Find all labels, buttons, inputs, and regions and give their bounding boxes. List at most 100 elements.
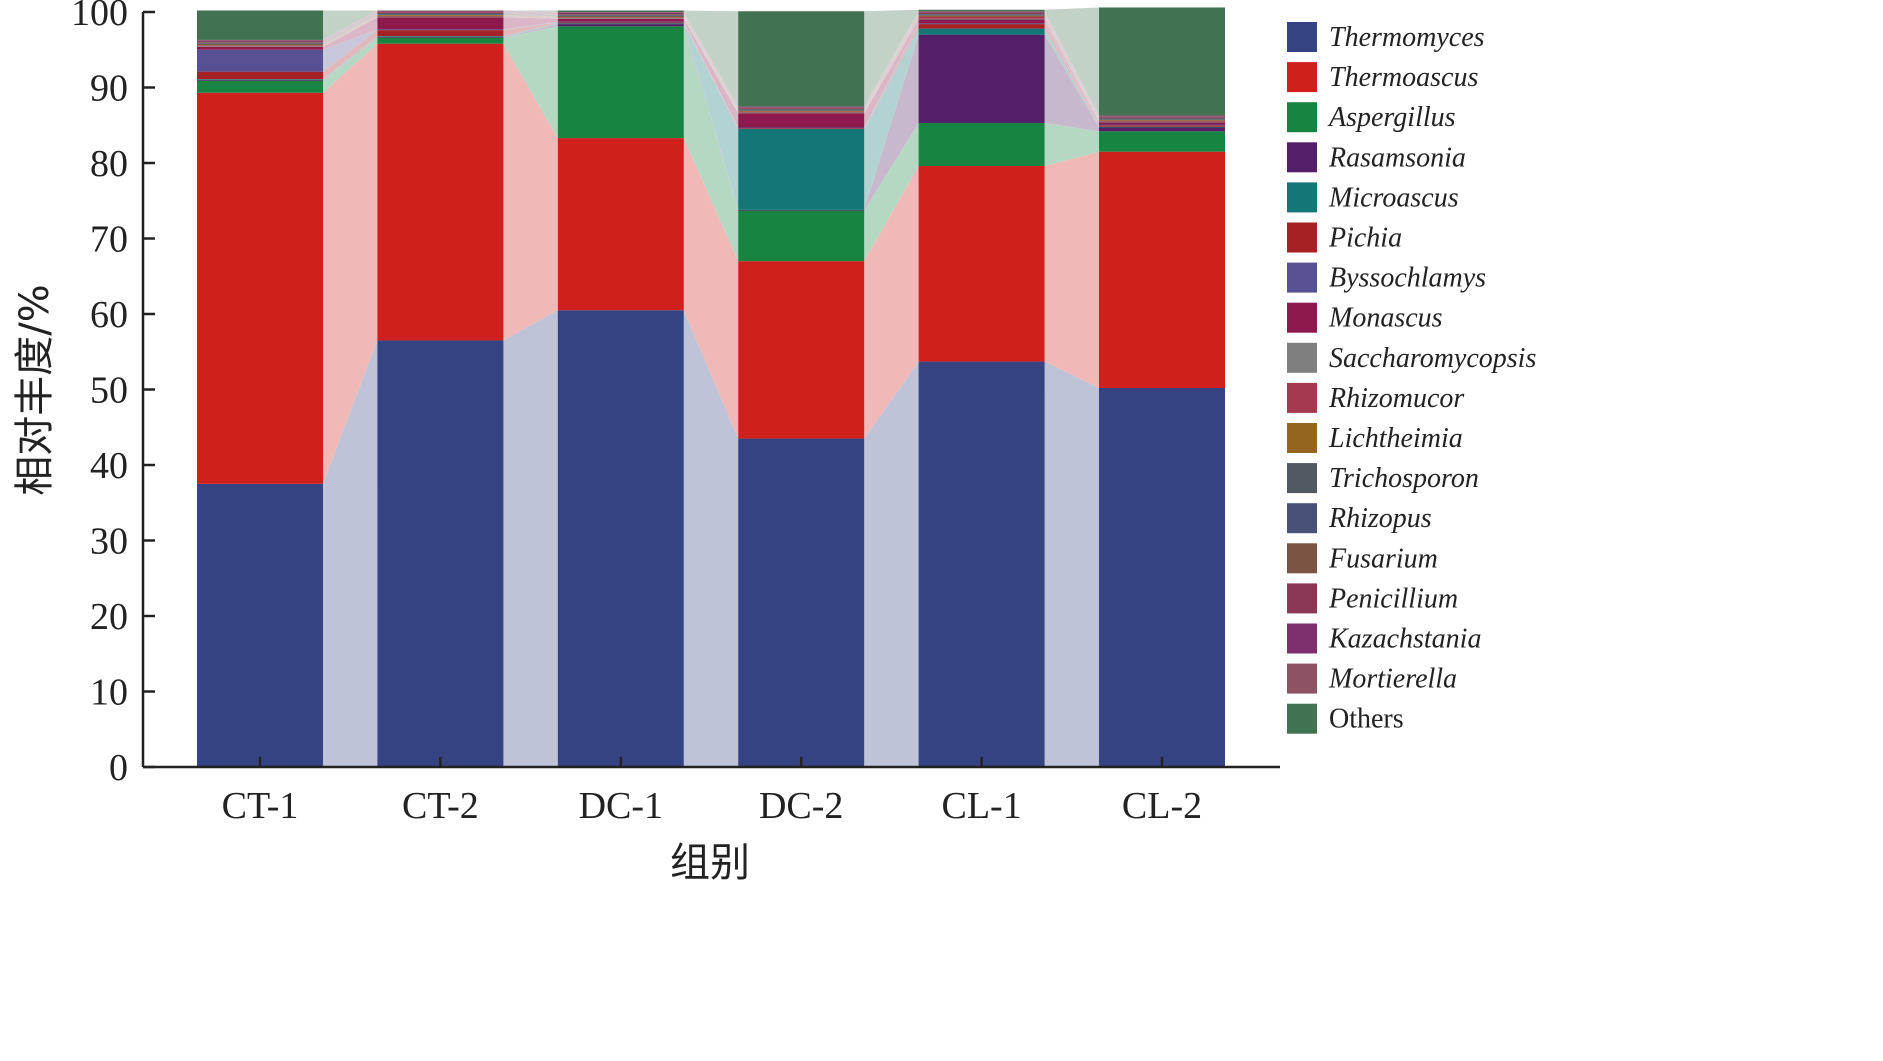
flow-band-fusarium xyxy=(1044,13,1099,119)
y-tick-label: 30 xyxy=(90,521,128,563)
flow-band-thermomyces xyxy=(323,340,378,767)
legend-label-others: Others xyxy=(1329,704,1404,735)
bar-segment-dc-2-fusarium xyxy=(738,108,865,110)
legend-swatch-monascus xyxy=(1287,302,1317,333)
flow-band-rhizomucor xyxy=(683,17,739,113)
bar-segment-cl-2-lichtheimia xyxy=(1099,119,1225,121)
flow-band-lichtheimia xyxy=(503,15,558,18)
bar-segment-dc-2-saccharomycopsis xyxy=(738,112,865,114)
legend-swatch-byssochlamys xyxy=(1287,262,1317,293)
bar-segment-ct-1-kazachstania xyxy=(197,40,323,42)
bar-segment-ct-2-thermoascus xyxy=(377,43,504,341)
bar-segment-cl-2-thermoascus xyxy=(1099,151,1225,388)
bar-segment-dc-2-mortierella xyxy=(738,106,865,108)
flow-band-kazachstania xyxy=(864,12,919,108)
flow-band-rasamsonia xyxy=(1044,34,1099,132)
x-tick-label-dc-2: DC-2 xyxy=(759,785,843,827)
flow-bands xyxy=(323,7,1099,767)
bar-segment-ct-1-monascus xyxy=(197,46,323,50)
bar-segment-cl-1-mortierella xyxy=(918,11,1045,12)
flow-band-thermoascus xyxy=(864,166,919,439)
flow-band-trichosporon xyxy=(1044,15,1099,120)
flow-band-monascus xyxy=(323,17,378,50)
bar-segment-dc-2-rhizomucor xyxy=(738,111,865,113)
bar-segment-ct-1-mortierella xyxy=(197,39,323,41)
flow-band-rhizopus xyxy=(323,13,378,44)
bar-segment-dc-1-monascus xyxy=(557,18,684,22)
bar-segment-ct-1-penicillium xyxy=(197,41,323,43)
flow-band-trichosporon xyxy=(683,15,739,111)
legend-label-monascus: Monascus xyxy=(1328,303,1443,334)
flow-band-pichia xyxy=(323,30,378,80)
flow-band-trichosporon xyxy=(323,14,378,45)
flow-band-thermoascus xyxy=(683,138,739,439)
bar-segment-ct-2-pichia xyxy=(377,30,504,37)
bar-segment-cl-1-rhizomucor xyxy=(918,16,1045,19)
bar-segment-dc-2-lichtheimia xyxy=(738,110,865,112)
bar-segment-dc-2-thermoascus xyxy=(738,261,865,439)
y-tick-label: 90 xyxy=(90,68,128,110)
bar-segment-ct-2-kazachstania xyxy=(377,11,504,12)
flow-band-others xyxy=(323,10,378,40)
flow-band-thermoascus xyxy=(323,43,378,484)
bar-segment-ct-2-byssochlamys xyxy=(377,29,504,31)
bar-segment-cl-1-aspergillus xyxy=(918,122,1045,167)
flow-band-byssochlamys xyxy=(864,23,919,129)
bar-segment-ct-2-penicillium xyxy=(377,12,504,13)
bar-segment-cl-1-lichtheimia xyxy=(918,15,1045,17)
axes: 0 10 20 30 40 50 60 70 80 90 100 CT-1 CT-2 DC-1 DC-2 CL… xyxy=(71,0,1280,827)
bar-segment-ct-2-thermomyces xyxy=(377,340,504,767)
flow-band-saccharomycopsis xyxy=(683,18,739,114)
y-tick-label: 100 xyxy=(71,0,128,34)
bar-segment-dc-1-kazachstania xyxy=(557,12,684,14)
flow-band-thermomyces xyxy=(683,310,739,767)
bar-segment-dc-1-rasamsonia xyxy=(557,24,684,27)
bar-segment-cl-1-trichosporon xyxy=(918,15,1045,16)
bar-segment-dc-2-rhizopus xyxy=(738,109,865,111)
x-tick-label-cl-2: CL-2 xyxy=(1122,785,1202,827)
bar-segment-dc-2-kazachstania xyxy=(738,107,865,108)
flow-band-penicillium xyxy=(1044,12,1099,118)
legend-label-saccharomycopsis: Saccharomycopsis xyxy=(1329,343,1536,374)
flow-band-mortierella xyxy=(503,10,558,13)
y-tick-label: 40 xyxy=(90,445,128,487)
bar-segment-cl-1-rhizopus xyxy=(918,14,1045,16)
bar-segment-dc-1-microascus xyxy=(557,23,684,25)
legend-swatch-fusarium xyxy=(1287,543,1317,574)
flow-band-penicillium xyxy=(864,12,919,109)
bar-segment-ct-1-rasamsonia xyxy=(197,79,323,81)
bar-segment-dc-2-others xyxy=(738,11,865,107)
bar-segment-cl-1-others xyxy=(918,9,1045,12)
bar-segment-cl-2-mortierella xyxy=(1099,115,1225,117)
flow-band-lichtheimia xyxy=(864,15,919,112)
flow-band-fusarium xyxy=(864,13,919,110)
legend-swatch-kazachstania xyxy=(1287,623,1317,654)
bar-segment-ct-1-rhizomucor xyxy=(197,45,323,46)
bar-segment-dc-1-saccharomycopsis xyxy=(557,18,684,19)
flow-band-rhizomucor xyxy=(323,15,378,47)
legend-swatch-lichtheimia xyxy=(1287,423,1317,453)
legend-swatch-thermomyces xyxy=(1287,22,1317,52)
bar-segment-dc-2-penicillium xyxy=(738,107,865,109)
bar-segment-dc-1-penicillium xyxy=(557,13,684,15)
flow-band-rhizopus xyxy=(1044,14,1099,120)
x-tick-label-dc-1: DC-1 xyxy=(579,785,663,827)
bar-segment-cl-1-monascus xyxy=(918,19,1045,24)
bar-segment-dc-2-byssochlamys xyxy=(738,127,865,129)
legend-swatch-mortierella xyxy=(1287,663,1317,694)
legend-label-byssochlamys: Byssochlamys xyxy=(1329,263,1486,294)
bar-segment-dc-2-pichia xyxy=(738,128,865,130)
legend-swatch-thermoascus xyxy=(1287,62,1317,93)
bar-segment-ct-2-lichtheimia xyxy=(377,15,504,16)
bar-segment-ct-1-microascus xyxy=(197,79,323,80)
legend-label-lichtheimia: Lichtheimia xyxy=(1328,423,1463,454)
y-tick-label: 10 xyxy=(90,672,128,714)
flow-band-rhizopus xyxy=(503,13,558,16)
bar-segment-dc-1-aspergillus xyxy=(557,26,684,139)
bar-segment-ct-1-others xyxy=(197,10,323,40)
bar-segment-cl-2-rasamsonia xyxy=(1099,127,1225,132)
bar-segment-ct-2-aspergillus xyxy=(377,37,504,44)
bar-segment-dc-1-rhizomucor xyxy=(557,17,684,19)
flow-band-kazachstania xyxy=(323,11,378,42)
flow-band-fusarium xyxy=(323,12,378,44)
